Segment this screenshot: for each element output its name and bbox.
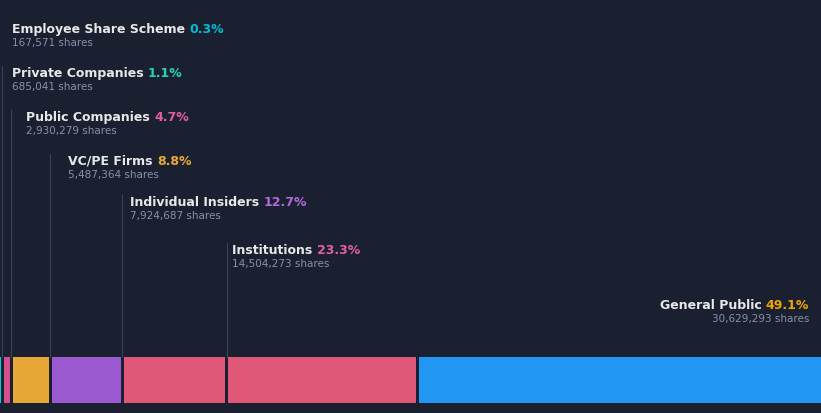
Text: Institutions: Institutions — [232, 243, 317, 256]
Bar — [420, 357, 821, 403]
Bar — [0, 357, 1, 403]
Text: 685,041 shares: 685,041 shares — [12, 82, 93, 92]
Bar — [228, 357, 416, 403]
Text: VC/PE Firms: VC/PE Firms — [68, 154, 157, 168]
Text: 1.1%: 1.1% — [148, 67, 183, 80]
Text: Employee Share Scheme: Employee Share Scheme — [12, 23, 190, 36]
Text: 4.7%: 4.7% — [154, 111, 189, 124]
Text: 8.8%: 8.8% — [157, 154, 191, 168]
Text: 30,629,293 shares: 30,629,293 shares — [712, 313, 809, 323]
Text: 12.7%: 12.7% — [264, 195, 307, 209]
Text: Private Companies: Private Companies — [12, 67, 148, 80]
Text: Public Companies: Public Companies — [26, 111, 154, 124]
Text: 2,930,279 shares: 2,930,279 shares — [26, 126, 117, 136]
Text: 0.3%: 0.3% — [190, 23, 224, 36]
Text: 167,571 shares: 167,571 shares — [12, 38, 93, 48]
Bar — [124, 357, 225, 403]
Text: General Public: General Public — [659, 298, 766, 311]
Text: 7,924,687 shares: 7,924,687 shares — [130, 211, 221, 221]
Bar — [4, 357, 10, 403]
Text: 5,487,364 shares: 5,487,364 shares — [68, 170, 159, 180]
Text: Individual Insiders: Individual Insiders — [130, 195, 264, 209]
Bar — [13, 357, 48, 403]
Bar — [52, 357, 121, 403]
Text: 49.1%: 49.1% — [766, 298, 809, 311]
Text: 14,504,273 shares: 14,504,273 shares — [232, 259, 329, 268]
Text: 23.3%: 23.3% — [317, 243, 360, 256]
